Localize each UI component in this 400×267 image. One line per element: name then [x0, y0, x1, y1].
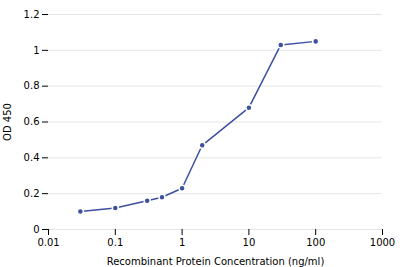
svg-text:0.8: 0.8	[24, 80, 40, 91]
svg-text:Recombinant Protein Concentrat: Recombinant Protein Concentration (ng/ml…	[107, 256, 325, 267]
svg-text:100: 100	[306, 237, 325, 248]
svg-text:0.6: 0.6	[24, 116, 40, 127]
svg-text:OD 450: OD 450	[2, 103, 13, 141]
svg-text:0: 0	[33, 224, 39, 235]
svg-text:0.01: 0.01	[37, 237, 59, 248]
svg-text:0.4: 0.4	[24, 152, 40, 163]
svg-text:1000: 1000	[370, 237, 395, 248]
svg-text:0.2: 0.2	[24, 188, 40, 199]
svg-text:1.2: 1.2	[24, 9, 40, 20]
svg-text:0.1: 0.1	[107, 237, 123, 248]
svg-text:10: 10	[243, 237, 256, 248]
svg-text:1: 1	[179, 237, 185, 248]
svg-text:1: 1	[33, 45, 39, 56]
